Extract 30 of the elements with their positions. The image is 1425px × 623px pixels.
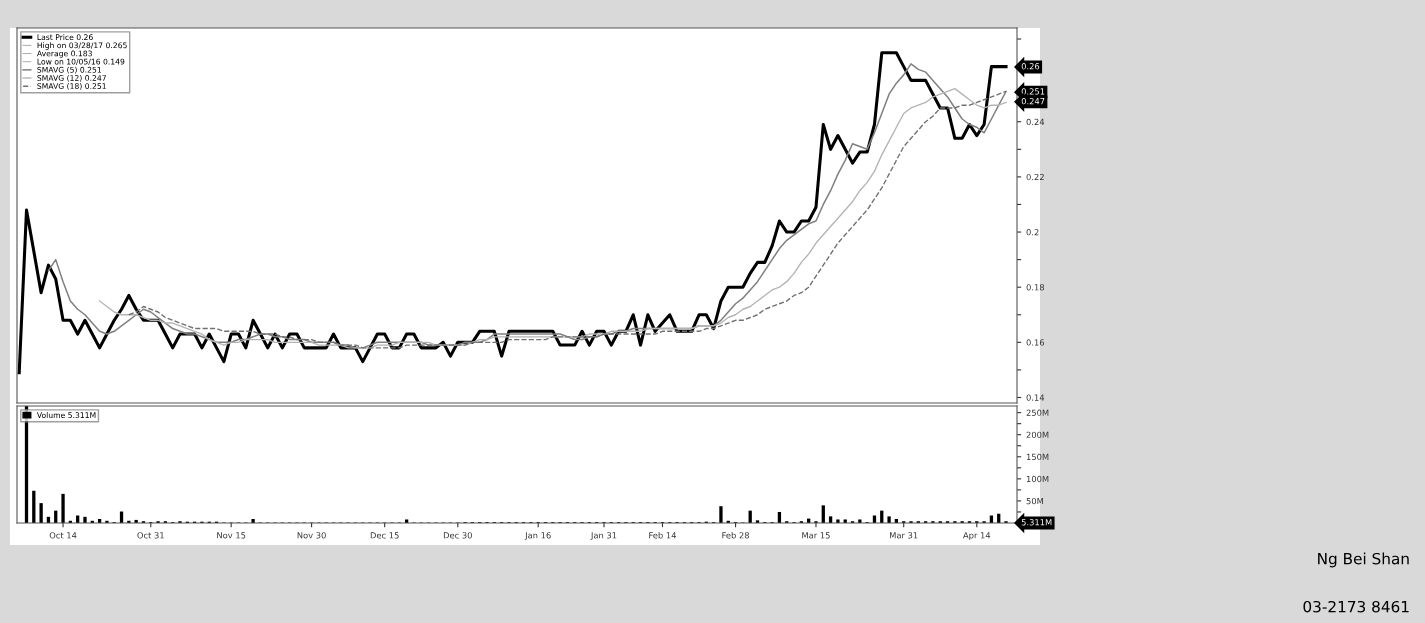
y-tick-label: 250M: [1026, 409, 1049, 416]
y-tick-label: 100M: [1026, 475, 1049, 483]
y-tick-label: 0.2: [1026, 229, 1039, 236]
y-tick-label: 150M: [1026, 453, 1049, 461]
x-tick-label: Dec 30: [443, 532, 472, 539]
x-tick-label: Jan 31: [590, 532, 617, 541]
y-tick-label: 0.18: [1026, 284, 1045, 291]
x-tick-label: Feb 14: [649, 532, 676, 539]
x-tick-label: Jan 16: [524, 532, 551, 541]
text: 0.251: [1021, 88, 1045, 95]
text: 0.26: [1021, 63, 1040, 70]
x-tick-label: Feb 28: [722, 532, 749, 539]
x-tick-label: Mar 15: [802, 532, 830, 539]
text: 03-2173 8461: [1303, 600, 1409, 613]
x-tick-label: Nov 15: [217, 532, 246, 539]
y-tick-label: 0.24: [1026, 118, 1045, 126]
y-tick-label: 200M: [1026, 431, 1049, 438]
y-tick-label: 50M: [1026, 497, 1044, 505]
x-tick-label: Mar 31: [890, 532, 918, 539]
text: Ng Bei Shan: [1318, 552, 1409, 568]
x-tick-label: Oct 14: [49, 532, 77, 539]
y-tick-label: 0.14: [1026, 394, 1045, 401]
text: 5.311M: [1021, 519, 1052, 526]
x-tick-label: Nov 30: [297, 532, 326, 539]
text: 0.247: [1021, 97, 1045, 105]
y-tick-label: 0.16: [1026, 339, 1045, 346]
x-tick-label: Dec 15: [370, 532, 399, 539]
x-tick-label: Oct 31: [137, 532, 164, 539]
x-tick-label: Apr 14: [963, 532, 991, 541]
y-tick-label: 0.22: [1026, 173, 1044, 181]
